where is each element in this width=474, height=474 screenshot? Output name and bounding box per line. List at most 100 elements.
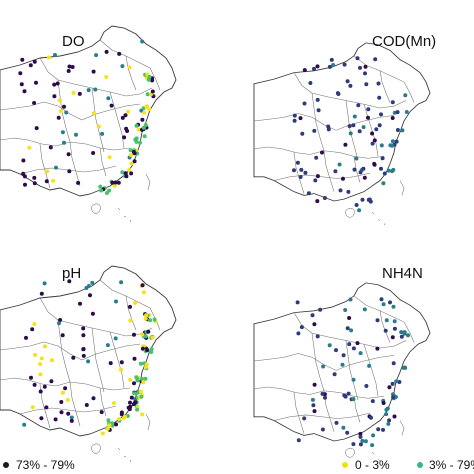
station-point	[348, 297, 353, 302]
station-point	[381, 401, 386, 405]
station-point	[81, 333, 86, 338]
station-point	[327, 343, 332, 348]
station-point	[109, 103, 114, 108]
station-point	[373, 57, 378, 62]
station-point	[134, 123, 139, 128]
station-point	[145, 92, 150, 97]
station-point	[381, 302, 386, 307]
station-point	[32, 101, 37, 105]
station-point	[351, 123, 356, 128]
station-point	[310, 313, 315, 318]
station-point	[314, 155, 319, 160]
station-point	[351, 377, 356, 382]
station-point	[347, 124, 352, 129]
station-point	[292, 113, 297, 118]
station-point	[332, 372, 337, 377]
station-point	[390, 116, 395, 120]
station-point	[108, 361, 113, 366]
station-point	[315, 334, 320, 339]
station-point	[22, 89, 27, 94]
station-point	[331, 63, 336, 67]
station-point	[133, 400, 138, 405]
station-point	[295, 300, 300, 305]
station-point	[390, 139, 395, 144]
station-point	[312, 409, 317, 414]
station-point	[135, 407, 140, 412]
station-point	[32, 322, 37, 326]
station-point	[125, 414, 130, 418]
station-point	[119, 360, 124, 365]
station-point	[125, 129, 130, 133]
station-point	[59, 410, 64, 415]
station-point	[66, 152, 71, 157]
station-point	[390, 381, 395, 386]
station-point	[30, 327, 35, 332]
station-point	[55, 81, 60, 86]
map-outline	[0, 25, 177, 223]
station-point	[341, 176, 345, 181]
station-point	[48, 145, 53, 150]
legend-label-1: 3% - 79%	[429, 458, 474, 472]
station-point	[376, 427, 381, 432]
station-point	[53, 417, 58, 422]
station-point	[90, 280, 95, 285]
station-point	[397, 380, 402, 384]
panel-title-cod: COD(Mn)	[372, 33, 436, 50]
station-point	[117, 51, 122, 56]
station-point	[352, 167, 357, 172]
station-point	[39, 416, 44, 421]
station-point	[39, 291, 44, 296]
station-point	[149, 349, 154, 354]
station-point	[128, 400, 132, 405]
station-point	[140, 412, 145, 417]
station-point	[142, 110, 146, 115]
station-point	[132, 159, 137, 164]
station-point	[348, 131, 353, 136]
station-point	[368, 199, 373, 204]
station-point	[127, 167, 132, 172]
station-point	[363, 64, 368, 69]
station-point	[322, 196, 327, 200]
station-point	[100, 131, 105, 136]
station-point	[30, 405, 35, 410]
station-point	[334, 420, 339, 425]
station-point	[392, 326, 397, 331]
station-point	[23, 182, 27, 187]
panel-title-nh4n: NH4N	[382, 265, 423, 282]
station-point	[392, 414, 397, 419]
station-point	[58, 109, 63, 113]
station-point	[96, 124, 101, 129]
station-point	[84, 403, 89, 407]
station-point	[295, 160, 300, 165]
station-point	[129, 395, 134, 400]
station-point	[351, 442, 356, 447]
station-point	[18, 71, 23, 76]
station-point	[53, 53, 57, 57]
station-point	[91, 396, 96, 401]
station-point	[315, 174, 320, 179]
panel-ph	[0, 265, 177, 463]
station-point	[44, 405, 49, 410]
station-point	[343, 142, 348, 147]
station-point	[312, 322, 317, 327]
station-point	[406, 333, 410, 338]
station-point	[111, 401, 116, 406]
station-point	[371, 433, 376, 438]
station-point	[366, 107, 371, 112]
station-point	[69, 415, 74, 420]
station-point	[129, 153, 134, 158]
station-point	[38, 362, 43, 367]
station-point	[387, 418, 392, 423]
station-point	[99, 410, 104, 415]
station-point	[64, 110, 69, 115]
station-point	[133, 300, 138, 305]
station-point	[402, 331, 407, 336]
station-point	[146, 77, 151, 82]
legend: 73% - 79% 0 - 3% 3% - 79%	[3, 458, 474, 472]
station-point	[302, 68, 307, 73]
station-point	[129, 171, 134, 176]
station-point	[58, 318, 63, 322]
station-point	[119, 280, 124, 285]
station-point	[321, 364, 326, 369]
station-point	[122, 414, 127, 419]
